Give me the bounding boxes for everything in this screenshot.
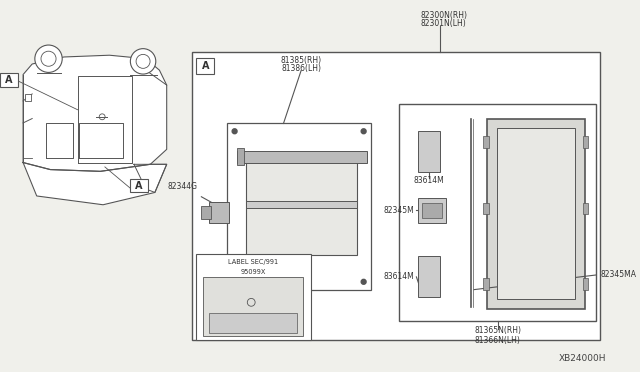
Circle shape — [232, 129, 237, 134]
Text: 82345M: 82345M — [384, 206, 415, 215]
Text: 82345MA: 82345MA — [600, 270, 636, 279]
Text: 82344G: 82344G — [168, 183, 198, 192]
Polygon shape — [23, 163, 166, 205]
Bar — [1, 73, 18, 87]
Bar — [246, 153, 356, 256]
Text: 81385(RH): 81385(RH) — [280, 57, 322, 65]
Bar — [195, 254, 311, 340]
Circle shape — [361, 129, 366, 134]
Text: 81386(LH): 81386(LH) — [281, 64, 321, 73]
Text: 81366N(LH): 81366N(LH) — [475, 336, 520, 345]
Bar — [419, 131, 440, 172]
Bar — [419, 256, 440, 298]
Bar — [209, 313, 297, 333]
Bar — [422, 203, 442, 218]
Bar — [419, 198, 445, 223]
Text: A: A — [202, 61, 209, 71]
Bar — [582, 278, 588, 290]
Bar — [237, 148, 244, 166]
Text: LABEL SEC/991: LABEL SEC/991 — [228, 259, 278, 265]
Bar — [25, 94, 31, 101]
Bar — [209, 202, 228, 223]
Bar — [196, 58, 214, 74]
Bar — [483, 136, 489, 148]
Text: 82130G: 82130G — [264, 311, 294, 320]
Bar — [582, 203, 588, 214]
Bar — [227, 124, 371, 290]
Bar — [204, 277, 303, 336]
Bar — [264, 284, 295, 301]
Bar — [237, 151, 367, 163]
Text: A: A — [5, 75, 13, 85]
Circle shape — [232, 279, 237, 284]
Circle shape — [361, 279, 366, 284]
Bar — [246, 201, 356, 208]
Bar — [483, 278, 489, 290]
Text: 95099X: 95099X — [241, 269, 266, 275]
Bar — [191, 52, 600, 340]
Text: 81365N(RH): 81365N(RH) — [474, 326, 521, 335]
Bar — [202, 206, 211, 219]
Bar — [399, 104, 596, 321]
Text: A: A — [136, 180, 143, 190]
Text: 82300N(RH): 82300N(RH) — [420, 12, 467, 20]
Bar — [497, 128, 575, 299]
Bar — [483, 203, 489, 214]
Text: 83614M: 83614M — [414, 176, 445, 185]
Bar — [582, 136, 588, 148]
Text: XB24000H: XB24000H — [559, 353, 606, 363]
Bar — [131, 179, 148, 192]
Circle shape — [35, 45, 62, 73]
Polygon shape — [23, 55, 166, 171]
Circle shape — [131, 49, 156, 74]
Text: 82301N(LH): 82301N(LH) — [420, 19, 466, 28]
Bar — [487, 119, 584, 309]
Text: 83614M: 83614M — [384, 272, 415, 281]
